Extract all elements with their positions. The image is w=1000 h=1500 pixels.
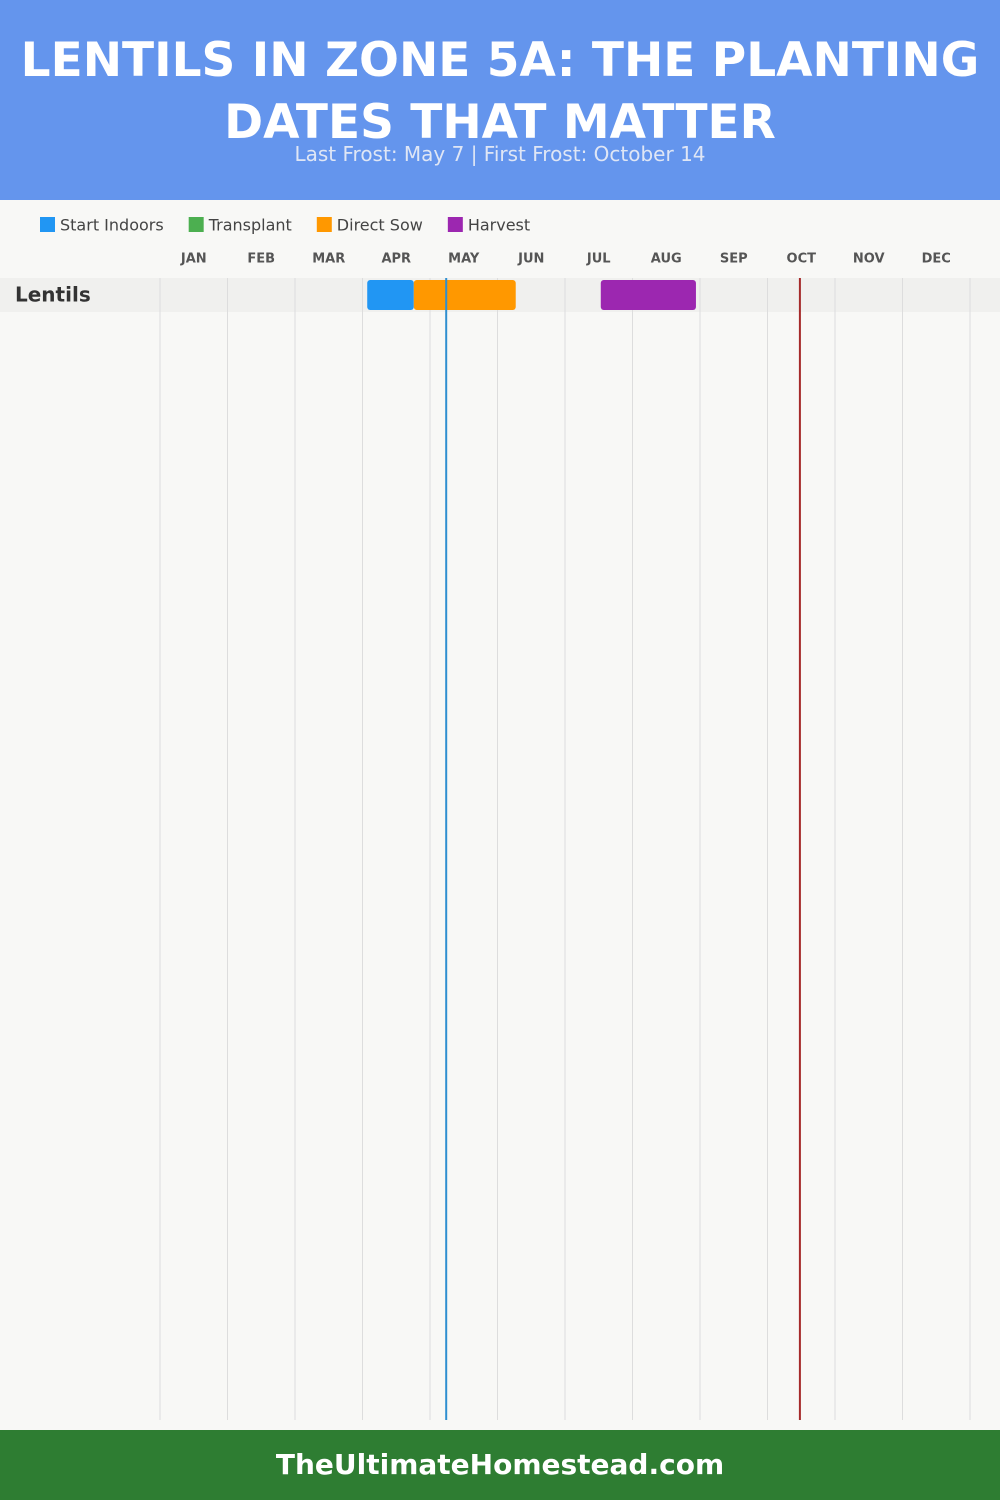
- x-tick-label: DEC: [922, 252, 951, 267]
- legend-swatch: [40, 217, 55, 232]
- legend-swatch: [188, 217, 204, 232]
- x-tick-label: NOV: [853, 252, 885, 267]
- x-tick-label: SEP: [720, 252, 748, 267]
- legend-label: Start Indoors: [60, 216, 164, 235]
- footer: TheUltimateHomestead.com: [0, 1430, 1000, 1500]
- row-label: Lentils: [15, 283, 91, 307]
- chart-title: LENTILS IN ZONE 5A: THE PLANTING DATES T…: [20, 33, 980, 150]
- legend-swatch: [447, 217, 463, 232]
- x-tick-label: FEB: [247, 252, 275, 267]
- x-tick-label: MAY: [448, 252, 480, 267]
- legend-label: Harvest: [468, 216, 530, 235]
- legend-swatch: [316, 217, 332, 232]
- bar: [413, 280, 516, 310]
- legend-label: Transplant: [208, 216, 292, 235]
- x-tick-label: JAN: [180, 252, 207, 267]
- bar: [367, 280, 414, 310]
- chart: Lentils JAN FEB MAR APR MAY JUN JUL AUG SEP OCT NOV…: [0, 216, 1000, 1420]
- x-tick-label: APR: [381, 252, 411, 267]
- legend-label: Direct Sow: [337, 216, 423, 235]
- x-tick-label: JUN: [517, 252, 544, 267]
- x-tick-label: MAR: [312, 252, 345, 267]
- header: LENTILS IN ZONE 5A: THE PLANTING DATES T…: [0, 0, 1000, 200]
- x-tick-label: OCT: [787, 252, 817, 267]
- x-tick-label: AUG: [651, 252, 682, 267]
- chart-subtitle: Last Frost: May 7 | First Frost: October…: [294, 142, 706, 166]
- bar: [600, 280, 696, 310]
- x-tick-label: JUL: [586, 252, 611, 267]
